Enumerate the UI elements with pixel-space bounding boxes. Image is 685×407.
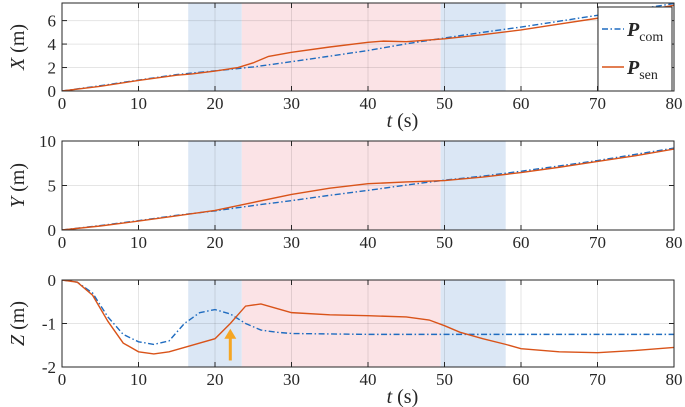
- x-tick-label: 0: [58, 370, 67, 389]
- y-tick-label: 0: [48, 82, 57, 101]
- x-tick-label: 20: [207, 233, 224, 252]
- x-tick-label: 50: [436, 94, 453, 113]
- x-tick-label: 10: [130, 94, 147, 113]
- y-tick-label: 4: [48, 35, 57, 54]
- y-axis-label: Y (m): [7, 163, 29, 208]
- x-tick-label: 40: [360, 233, 377, 252]
- annotation-arrow-head: [224, 328, 237, 339]
- shaded-region-1: [241, 3, 441, 91]
- series-line-p-com: [62, 280, 674, 346]
- legend-label-var: P: [626, 57, 640, 79]
- x-tick-label: 60: [513, 370, 530, 389]
- x-tick-label: 40: [360, 370, 377, 389]
- y-tick-label: 6: [48, 12, 57, 31]
- x-tick-label: 20: [207, 94, 224, 113]
- legend-label-var: P: [626, 19, 640, 41]
- x-tick-label: 0: [58, 94, 67, 113]
- x-tick-label: 30: [283, 233, 300, 252]
- y-tick-label: 0: [48, 271, 57, 290]
- shaded-region-0: [188, 141, 242, 230]
- x-tick-label: 20: [207, 370, 224, 389]
- y-tick-label: 10: [39, 132, 56, 151]
- shaded-region-2: [440, 3, 506, 91]
- x-tick-label: 30: [283, 94, 300, 113]
- series-line-p-sen: [62, 280, 674, 355]
- shaded-region-0: [188, 3, 242, 91]
- shaded-region-1: [241, 141, 441, 230]
- x-axis-label-var: t: [387, 386, 393, 407]
- x-tick-label: 80: [666, 94, 683, 113]
- x-tick-label: 60: [513, 94, 530, 113]
- x-axis-label: t (s): [387, 110, 419, 132]
- x-tick-label: 80: [666, 370, 683, 389]
- shaded-region-0: [188, 280, 242, 367]
- legend-label-com: Pcom: [626, 19, 663, 45]
- y-axis-label-var: Z: [7, 334, 29, 346]
- y-tick-label: -2: [42, 358, 56, 377]
- x-axis-label-unit: (s): [392, 110, 418, 132]
- x-axis-label: t (s): [387, 386, 419, 407]
- x-tick-label: 60: [513, 233, 530, 252]
- series-line-p-sen: [62, 4, 674, 91]
- legend-box: [597, 6, 673, 92]
- x-tick-label: 0: [58, 233, 67, 252]
- x-tick-label: 80: [666, 233, 683, 252]
- x-tick-label: 50: [436, 233, 453, 252]
- x-tick-label: 10: [130, 233, 147, 252]
- x-tick-label: 50: [436, 370, 453, 389]
- y-axis-label: X (m): [7, 24, 29, 71]
- y-axis-label: Z (m): [7, 301, 29, 346]
- legend-label-sub: sen: [639, 68, 658, 83]
- shaded-region-2: [440, 280, 506, 367]
- y-tick-label: 2: [48, 59, 57, 78]
- y-axis-label-unit: (m): [7, 301, 29, 335]
- series-line-p-sen: [62, 148, 674, 230]
- y-tick-label: 0: [48, 221, 57, 240]
- x-tick-label: 30: [283, 370, 300, 389]
- x-tick-label: 10: [130, 370, 147, 389]
- x-tick-label: 40: [360, 94, 377, 113]
- legend-label-sub: com: [639, 30, 663, 45]
- chart-panel-z: 0 10 20 30 40 50 60 70 80 0 -1 -2 Z (m) t (s): [7, 271, 683, 407]
- x-axis-label-unit: (s): [392, 386, 418, 407]
- shaded-region-2: [440, 141, 506, 230]
- y-axis-label-var: X: [7, 57, 29, 71]
- shaded-region-1: [241, 280, 441, 367]
- y-tick-label: -1: [42, 315, 56, 334]
- chart-panel-y: 0 10 20 30 40 50 60 70 80 0 5 10 Y (m): [7, 132, 683, 252]
- x-tick-label: 70: [589, 370, 606, 389]
- x-tick-label: 70: [589, 233, 606, 252]
- x-tick-label: 70: [589, 94, 606, 113]
- y-axis-label-unit: (m): [7, 24, 29, 58]
- legend-label-sen: Psen: [626, 57, 658, 83]
- x-axis-label-var: t: [387, 110, 393, 132]
- y-axis-label-var: Y: [7, 195, 29, 208]
- y-tick-label: 5: [48, 177, 57, 196]
- y-axis-label-unit: (m): [7, 163, 29, 197]
